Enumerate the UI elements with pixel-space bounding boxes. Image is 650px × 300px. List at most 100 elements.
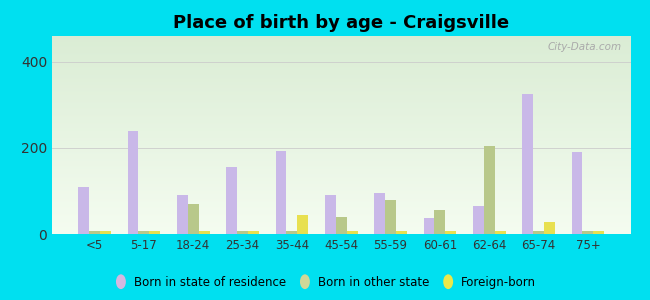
Bar	[52, 61, 630, 62]
Bar	[52, 80, 630, 82]
Bar	[52, 51, 630, 52]
Bar	[52, 99, 630, 100]
Bar	[52, 98, 630, 99]
Bar	[188, 204, 199, 234]
Bar	[52, 58, 630, 59]
Bar	[52, 132, 630, 133]
Bar	[336, 217, 346, 234]
Bar	[52, 67, 630, 68]
Bar	[52, 211, 630, 212]
Bar	[52, 172, 630, 174]
Bar	[52, 109, 630, 110]
Bar	[287, 231, 297, 234]
Bar	[52, 128, 630, 129]
Bar	[52, 224, 630, 225]
Bar	[52, 55, 630, 56]
Bar	[52, 129, 630, 130]
Bar	[52, 100, 630, 101]
Bar	[52, 92, 630, 93]
Bar	[52, 203, 630, 204]
Bar	[52, 70, 630, 71]
Bar	[52, 64, 630, 65]
Bar	[52, 210, 630, 211]
Bar	[52, 170, 630, 171]
Bar	[52, 69, 630, 70]
Bar	[52, 160, 630, 161]
Bar	[52, 196, 630, 197]
Bar	[434, 210, 445, 234]
Bar	[52, 213, 630, 214]
Bar	[52, 232, 630, 233]
Bar	[52, 45, 630, 46]
Bar	[52, 141, 630, 142]
Bar	[52, 179, 630, 181]
Bar	[52, 124, 630, 125]
Title: Place of birth by age - Craigsville: Place of birth by age - Craigsville	[173, 14, 510, 32]
Bar	[52, 161, 630, 162]
Bar	[52, 41, 630, 42]
Bar	[52, 162, 630, 163]
Bar	[52, 217, 630, 218]
Bar	[297, 214, 308, 234]
Bar	[276, 151, 287, 234]
Bar	[52, 46, 630, 47]
Bar	[52, 220, 630, 221]
Bar	[52, 152, 630, 153]
Bar	[52, 118, 630, 119]
Bar	[52, 47, 630, 48]
Bar	[52, 42, 630, 43]
Bar	[52, 48, 630, 49]
Bar	[52, 225, 630, 226]
Bar	[52, 127, 630, 128]
Bar	[52, 76, 630, 78]
Bar	[52, 110, 630, 111]
Bar	[52, 63, 630, 64]
Bar	[52, 130, 630, 131]
Bar	[52, 135, 630, 136]
Bar	[52, 121, 630, 122]
Bar	[52, 85, 630, 86]
Bar	[52, 214, 630, 215]
Bar	[52, 175, 630, 176]
Bar	[52, 52, 630, 53]
Bar	[52, 206, 630, 207]
Bar	[52, 178, 630, 179]
Bar	[52, 103, 630, 104]
Bar	[52, 144, 630, 145]
Bar	[52, 181, 630, 182]
Bar	[150, 231, 160, 234]
Bar	[52, 143, 630, 144]
Bar	[582, 231, 593, 234]
Bar	[52, 101, 630, 102]
Bar	[52, 197, 630, 198]
Bar	[52, 202, 630, 203]
Bar	[52, 73, 630, 74]
Bar	[52, 142, 630, 143]
Bar	[52, 158, 630, 159]
Bar	[52, 190, 630, 191]
Bar	[52, 163, 630, 164]
Bar	[52, 90, 630, 92]
Bar	[52, 66, 630, 67]
Bar	[52, 70, 630, 72]
Bar	[52, 150, 630, 151]
Bar	[52, 115, 630, 116]
Bar	[52, 104, 630, 105]
Bar	[52, 138, 630, 139]
Bar	[52, 62, 630, 63]
Bar	[52, 49, 630, 50]
Bar	[52, 231, 630, 232]
Bar	[52, 233, 630, 234]
Bar	[424, 218, 434, 234]
Bar	[52, 146, 630, 147]
Bar	[52, 85, 630, 86]
Bar	[52, 195, 630, 196]
Bar	[52, 105, 630, 106]
Bar	[52, 191, 630, 192]
Bar	[248, 231, 259, 234]
Bar	[593, 231, 604, 234]
Bar	[385, 200, 396, 234]
Bar	[52, 169, 630, 170]
Bar	[52, 54, 630, 55]
Bar	[52, 222, 630, 223]
